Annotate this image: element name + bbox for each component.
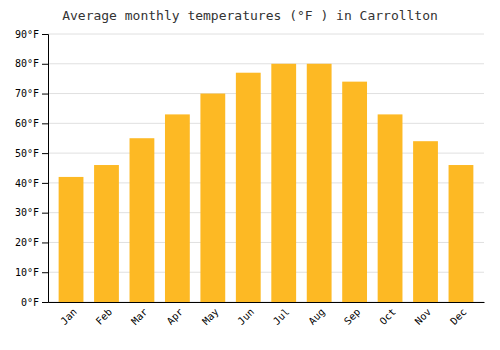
- y-tick-mark: [42, 153, 48, 154]
- bar: [94, 165, 119, 302]
- x-tick-label: Jul: [271, 306, 292, 327]
- chart: 0°F 10°F 20°F 30°F 40°F 50°F 60°F 70°F 80°F 90°F J…: [0, 0, 500, 350]
- bars: [59, 64, 474, 302]
- grid: [48, 34, 484, 302]
- bar: [236, 73, 261, 302]
- x-tick: Oct: [377, 306, 398, 327]
- x-tick-label: Sep: [342, 306, 363, 327]
- x-tick-label: Aug: [306, 306, 327, 327]
- grid-line: [48, 34, 484, 35]
- y-tick-mark: [42, 213, 48, 214]
- y-tick: 20°F: [15, 237, 48, 248]
- y-tick-mark: [42, 34, 48, 35]
- x-tick-label: May: [200, 306, 221, 327]
- grid-line: [48, 123, 484, 124]
- y-axis: 0°F 10°F 20°F 30°F 40°F 50°F 60°F 70°F 80°F 90°F: [15, 29, 49, 308]
- bar: [378, 114, 403, 302]
- title: Average monthly temperatures (°F ) in Ca…: [62, 8, 438, 23]
- y-tick: 10°F: [15, 267, 48, 278]
- y-tick-mark: [42, 123, 48, 124]
- x-tick: Sep: [342, 306, 363, 327]
- bar: [200, 94, 225, 302]
- y-tick-label: 0°F: [21, 297, 39, 308]
- y-tick-label: 60°F: [15, 118, 39, 129]
- x-tick: Aug: [306, 306, 327, 327]
- bar: [413, 141, 438, 302]
- bar: [165, 114, 190, 302]
- x-tick: Apr: [165, 306, 186, 327]
- y-tick-mark: [42, 94, 48, 95]
- x-axis-line: [49, 302, 485, 303]
- x-tick: Jun: [236, 306, 257, 327]
- x-tick: Mar: [129, 306, 150, 327]
- y-tick-label: 80°F: [15, 58, 39, 69]
- y-axis-line: [42, 35, 49, 303]
- y-tick-label: 30°F: [15, 207, 39, 218]
- y-tick: 70°F: [15, 88, 48, 99]
- x-tick-label: Oct: [377, 306, 398, 327]
- y-tick: 30°F: [15, 207, 48, 218]
- bar: [59, 177, 84, 302]
- y-tick-label: 10°F: [15, 267, 39, 278]
- y-tick-mark: [42, 272, 48, 273]
- x-tick: May: [200, 306, 221, 327]
- y-tick-mark: [42, 302, 48, 303]
- y-tick-mark: [42, 242, 48, 243]
- y-tick-mark: [42, 64, 48, 65]
- y-tick-mark: [42, 183, 48, 184]
- bar: [271, 64, 296, 302]
- x-tick: Nov: [413, 306, 434, 327]
- grid-line: [48, 63, 484, 64]
- x-tick-label: Mar: [129, 306, 150, 327]
- y-tick: 60°F: [15, 118, 48, 129]
- y-tick: 80°F: [15, 58, 48, 69]
- y-tick: 40°F: [15, 178, 48, 189]
- x-tick-label: Jan: [58, 306, 79, 327]
- x-tick-label: Apr: [165, 306, 186, 327]
- y-tick: 50°F: [15, 148, 48, 159]
- x-tick: Dec: [448, 306, 469, 327]
- y-tick-label: 40°F: [15, 178, 39, 189]
- x-tick-label: Nov: [413, 306, 434, 327]
- y-tick-label: 70°F: [15, 88, 39, 99]
- x-tick-label: Jun: [236, 306, 257, 327]
- bar: [342, 82, 367, 302]
- bar: [449, 165, 474, 302]
- y-tick: 90°F: [15, 29, 48, 40]
- y-tick-label: 50°F: [15, 148, 39, 159]
- y-tick: 0°F: [21, 297, 48, 308]
- y-tick-label: 90°F: [15, 29, 39, 40]
- y-tick-label: 20°F: [15, 237, 39, 248]
- x-tick-label: Feb: [94, 306, 115, 327]
- grid-line: [48, 93, 484, 94]
- x-tick: Feb: [94, 306, 115, 327]
- x-tick-label: Dec: [448, 306, 469, 327]
- x-axis: Jan Feb Mar Apr May Jun Jul Aug Sep Oct Nov Dec: [49, 303, 485, 327]
- x-tick: Jul: [271, 306, 292, 327]
- x-tick: Jan: [58, 306, 79, 327]
- plot: 0°F 10°F 20°F 30°F 40°F 50°F 60°F 70°F 80°F 90°F J…: [15, 29, 485, 327]
- bar: [130, 138, 155, 302]
- bar: [307, 64, 332, 302]
